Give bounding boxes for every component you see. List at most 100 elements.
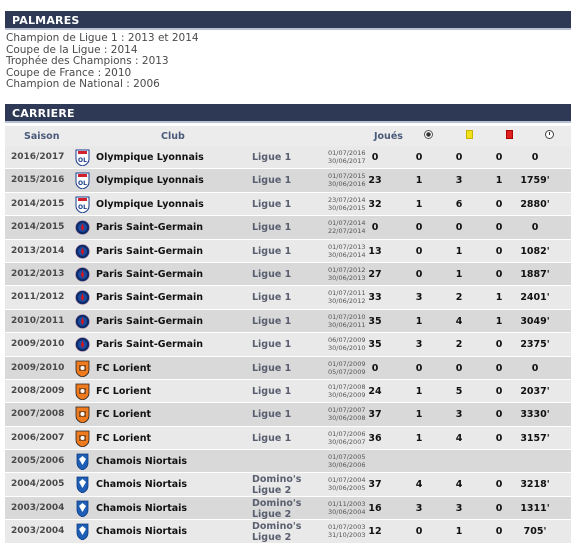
row-date-end: 30/06/2012 — [328, 297, 366, 306]
row-dates: 01/07/2005 30/06/2006 — [328, 453, 365, 469]
row-minutes: 1887' — [520, 268, 550, 280]
row-played: 0 — [371, 362, 379, 374]
table-row[interactable]: 2013/2014 Paris Saint-Germain Ligue 1 01/07… — [5, 239, 571, 263]
row-date-end: 30/06/2005 — [328, 484, 366, 493]
row-goals: 3 — [415, 339, 423, 351]
row-league[interactable]: Ligue 1 — [252, 385, 292, 397]
table-row[interactable]: 2004/2005 Chamois Niortais Domino's Ligue 2… — [5, 473, 571, 497]
row-yellow: 6 — [455, 198, 463, 210]
row-club-link[interactable]: FC Lorient — [96, 385, 152, 397]
table-row[interactable]: 2010/2011 Paris Saint-Germain Ligue 1 01/07… — [5, 309, 571, 334]
row-date-end: 30/06/2010 — [328, 344, 366, 353]
row-minutes: 2375' — [520, 339, 550, 351]
row-yellow: 3 — [455, 175, 463, 187]
table-row[interactable]: 2006/2007 FC Lorient Ligue 1 01/07/2006 30/0… — [5, 426, 571, 451]
column-club[interactable]: Club — [161, 131, 185, 142]
row-date-end: 31/10/2003 — [328, 531, 366, 540]
row-club-link[interactable]: Paris Saint-Germain — [96, 315, 204, 327]
row-league-line2[interactable]: Ligue 2 — [252, 508, 292, 520]
table-row[interactable]: 2011/2012 Paris Saint-Germain Ligue 1 01/07… — [5, 286, 571, 310]
column-saison[interactable]: Saison — [24, 131, 60, 142]
row-league[interactable]: Ligue 1 — [252, 175, 292, 187]
row-date-start: 01/07/2012 — [328, 265, 366, 274]
row-league[interactable]: Ligue 1 — [252, 198, 292, 210]
row-league[interactable]: Ligue 1 — [252, 315, 292, 327]
row-date-end: 30/06/2008 — [328, 414, 366, 423]
row-club-link[interactable]: Olympique Lyonnais — [96, 175, 204, 187]
row-date-start: 01/07/2010 — [328, 312, 366, 321]
row-club-link[interactable]: Paris Saint-Germain — [96, 292, 204, 304]
table-row[interactable]: 2009/2010 Paris Saint-Germain Ligue 1 06/07… — [5, 333, 571, 357]
row-dates: 01/07/2009 05/07/2009 — [328, 360, 365, 376]
table-row[interactable]: 2007/2008 FC Lorient Ligue 1 01/07/2007 30/0… — [5, 403, 571, 427]
row-date-start: 01/07/2007 — [328, 406, 366, 415]
row-minutes: 2037' — [520, 385, 550, 397]
table-row[interactable]: 2008/2009 FC Lorient Ligue 1 01/07/2008 30/0… — [5, 379, 571, 404]
table-row[interactable]: 2003/2004 Chamois Niortais Domino's Ligue 2… — [5, 520, 571, 544]
row-date-start: 01/11/2003 — [328, 499, 366, 508]
row-club-link[interactable]: FC Lorient — [96, 432, 152, 444]
row-club-link[interactable]: Olympique Lyonnais — [96, 152, 204, 163]
row-season: 2011/2012 — [11, 292, 65, 303]
row-club-link[interactable]: Chamois Niortais — [96, 502, 188, 514]
row-dates: 01/07/2013 30/06/2014 — [328, 243, 365, 259]
column-joues[interactable]: Joués — [374, 131, 403, 142]
row-league[interactable]: Domino's — [252, 521, 302, 533]
row-league-line2[interactable]: Ligue 2 — [252, 532, 292, 544]
row-club-link[interactable]: Paris Saint-Germain — [96, 268, 204, 280]
row-league[interactable]: Ligue 1 — [252, 152, 292, 163]
row-dates: 01/07/2006 30/06/2007 — [328, 430, 365, 446]
table-row[interactable]: 2014/2015 Paris Saint-Germain Ligue 1 01/07… — [5, 216, 571, 240]
row-date-start: 01/07/2015 — [328, 172, 366, 181]
row-club-link[interactable]: Paris Saint-Germain — [96, 339, 204, 351]
row-played: 36 — [368, 432, 382, 444]
table-row[interactable]: 2009/2010 FC Lorient Ligue 1 01/07/2009 05/0… — [5, 356, 571, 380]
row-played: 35 — [368, 339, 382, 351]
row-club-link[interactable]: Chamois Niortais — [96, 456, 188, 468]
red-card-icon[interactable] — [506, 130, 513, 142]
row-club-link[interactable]: Chamois Niortais — [96, 479, 188, 491]
club-logo-icon — [75, 266, 90, 283]
row-club-link[interactable]: Paris Saint-Germain — [96, 222, 204, 234]
row-minutes: 3218' — [520, 479, 550, 491]
row-yellow: 4 — [455, 479, 463, 491]
row-league[interactable]: Ligue 1 — [252, 222, 292, 234]
row-league-line2[interactable]: Ligue 2 — [252, 485, 292, 497]
row-date-start: 01/07/2009 — [328, 359, 366, 368]
table-row[interactable]: 2015/2016 OL Olympique Lyonnais Ligue 1 01/0… — [5, 169, 571, 193]
row-league[interactable]: Domino's — [252, 497, 302, 509]
row-league[interactable]: Ligue 1 — [252, 339, 292, 351]
career-table-header: Saison Club Joués — [5, 126, 571, 146]
table-row[interactable]: 2003/2004 Chamois Niortais Domino's Ligue 2… — [5, 496, 571, 521]
clock-icon[interactable] — [545, 130, 554, 142]
yellow-card-icon[interactable] — [466, 130, 473, 142]
row-league[interactable]: Ligue 1 — [252, 268, 292, 280]
club-logo-icon — [75, 476, 90, 494]
row-played: 35 — [368, 315, 382, 327]
table-row[interactable]: 2012/2013 Paris Saint-Germain Ligue 1 01/07… — [5, 262, 571, 287]
club-logo-icon — [75, 383, 90, 401]
row-goals: 3 — [415, 502, 423, 514]
row-minutes: 1311' — [520, 502, 550, 514]
row-red: 1 — [495, 315, 503, 327]
table-row[interactable]: 2005/2006 Chamois Niortais 01/07/2005 30/06… — [5, 450, 571, 474]
row-club-link[interactable]: Chamois Niortais — [96, 526, 188, 538]
table-row[interactable]: 2016/2017 OL Olympique Lyonnais Ligue 1 01/0… — [5, 146, 571, 170]
club-logo-icon — [75, 336, 90, 353]
row-red: 0 — [495, 385, 503, 397]
row-league[interactable]: Ligue 1 — [252, 432, 292, 444]
row-league[interactable]: Ligue 1 — [252, 292, 292, 304]
row-league[interactable]: Ligue 1 — [252, 362, 292, 374]
row-club-link[interactable]: Olympique Lyonnais — [96, 198, 204, 210]
row-season: 2009/2010 — [11, 362, 65, 373]
row-club-link[interactable]: Paris Saint-Germain — [96, 245, 204, 257]
row-club-link[interactable]: FC Lorient — [96, 362, 152, 374]
club-logo-icon — [75, 406, 90, 424]
row-league[interactable]: Ligue 1 — [252, 245, 292, 257]
row-dates: 01/07/2003 31/10/2003 — [328, 523, 365, 539]
row-league[interactable]: Ligue 1 — [252, 409, 292, 421]
row-club-link[interactable]: FC Lorient — [96, 409, 152, 421]
row-league[interactable]: Domino's — [252, 474, 302, 486]
ball-icon[interactable] — [424, 130, 433, 142]
table-row[interactable]: 2014/2015 OL Olympique Lyonnais Ligue 1 23/0… — [5, 192, 571, 217]
